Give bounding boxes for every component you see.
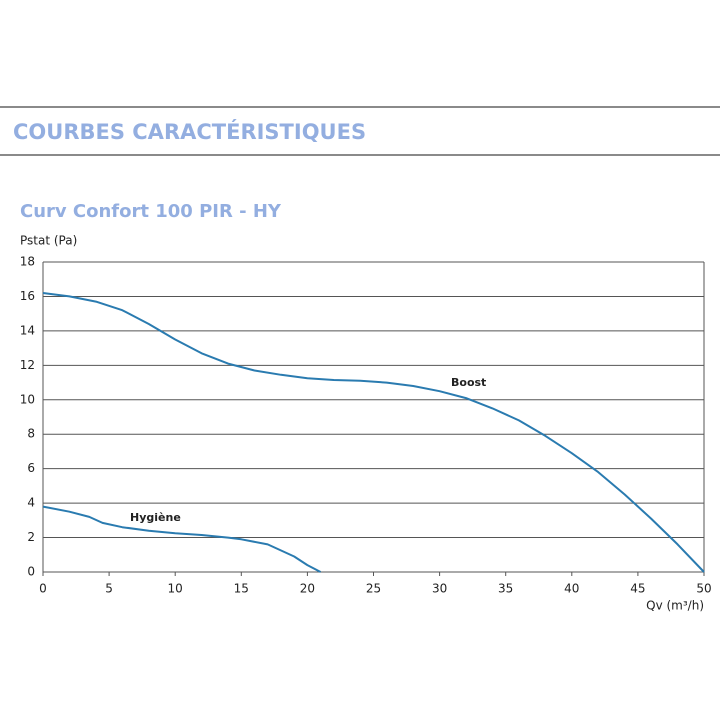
x-tick-label: 40	[564, 582, 579, 596]
x-tick-label: 10	[168, 582, 183, 596]
y-tick-label: 0	[27, 565, 35, 579]
y-tick-label: 16	[20, 289, 35, 303]
section-title: COURBES CARACTÉRISTIQUES	[13, 119, 366, 144]
y-tick-label: 2	[27, 530, 35, 544]
x-tick-label: 20	[300, 582, 315, 596]
y-tick-label: 10	[20, 392, 35, 406]
y-tick-label: 18	[20, 255, 35, 269]
series-label: Hygiène	[130, 511, 181, 524]
x-tick-label: 50	[696, 582, 711, 596]
x-tick-label: 35	[498, 582, 513, 596]
x-axis-label: Qv (m³/h)	[646, 599, 704, 613]
y-axis-label: Pstat (Pa)	[20, 234, 77, 248]
curve	[42, 505, 322, 573]
x-tick-label: 15	[234, 582, 249, 596]
x-tick-label: 30	[432, 582, 447, 596]
curve	[42, 292, 705, 573]
y-tick-label: 14	[20, 323, 35, 337]
y-tick-label: 6	[27, 461, 35, 475]
y-tick-label: 12	[20, 358, 35, 372]
x-tick-label: 25	[366, 582, 381, 596]
x-tick-label: 45	[630, 582, 645, 596]
x-tick-label: 0	[39, 582, 47, 596]
chart-title: Curv Confort 100 PIR - HY	[20, 201, 282, 222]
x-tick-label: 5	[105, 582, 113, 596]
y-tick-label: 8	[27, 427, 35, 441]
y-tick-label: 4	[27, 496, 35, 510]
series-label: Boost	[451, 376, 486, 389]
